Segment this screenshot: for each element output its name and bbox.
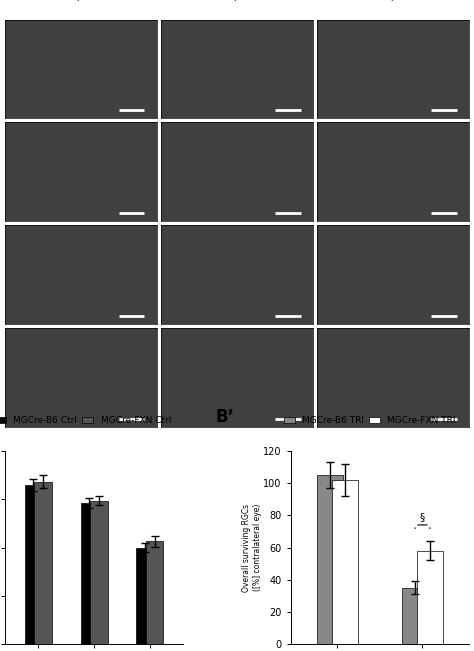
Bar (25, 485, 42, 644)
Bar (35, 482, 52, 644)
Bar (137, 547, 154, 644)
Text: 5/6: 5/6 (385, 0, 402, 2)
Legend: MGCre-B6 Ctrl, MGCre-FXN Ctrl: MGCre-B6 Ctrl, MGCre-FXN Ctrl (0, 413, 174, 429)
Bar (317, 475, 343, 644)
Bar (91, 501, 108, 644)
Text: §: § (420, 512, 425, 521)
Bar (146, 541, 164, 644)
Bar (417, 551, 443, 644)
Text: 3/6: 3/6 (228, 0, 246, 2)
Bar (402, 588, 428, 644)
Text: 1/6: 1/6 (72, 0, 89, 2)
Legend: MGCre-B6 TRI, MGCre-FXN TRI: MGCre-B6 TRI, MGCre-FXN TRI (281, 413, 459, 429)
Bar (332, 480, 358, 644)
Y-axis label: Overall surviving RGCs
([%] contralateral eye): Overall surviving RGCs ([%] contralatera… (242, 503, 262, 592)
Bar (81, 503, 98, 644)
Text: B’: B’ (216, 408, 235, 426)
